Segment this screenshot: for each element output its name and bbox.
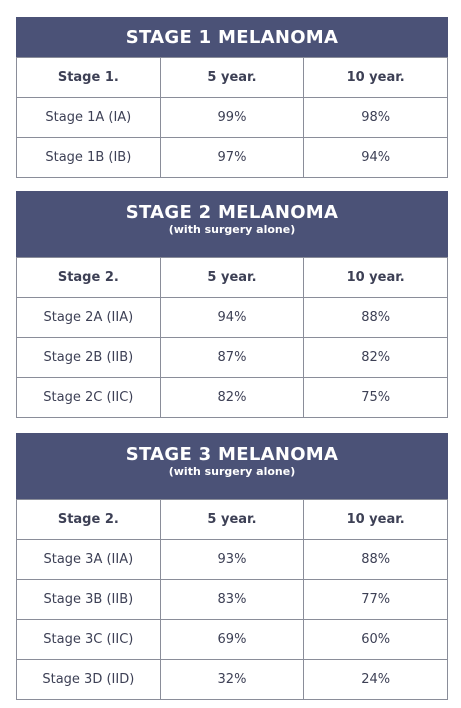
cell: 24% (303, 659, 448, 700)
cell: 88% (303, 297, 448, 338)
header-cell: 5 year. (159, 499, 305, 540)
table-banner: STAGE 3 MELANOMA (with surgery alone) (16, 433, 448, 499)
cell: Stage 2B (IIB) (16, 337, 161, 378)
data-table: Stage 2. 5 year. 10 year. Stage 3A (IIA) 93%… (16, 499, 448, 700)
table-title: STAGE 1 MELANOMA (125, 27, 339, 48)
table-subtitle: (with surgery alone) (168, 223, 296, 236)
header-cell: 5 year. (159, 257, 305, 298)
data-row: Stage 1A (IA) 99% 98% (16, 97, 448, 138)
cell: 75% (303, 377, 448, 418)
data-row: Stage 3B (IIB) 83% 77% (16, 579, 448, 620)
header-row: Stage 2. 5 year. 10 year. (16, 499, 448, 540)
cell: Stage 3C (IIC) (16, 619, 161, 660)
cell: Stage 3B (IIB) (16, 579, 161, 620)
cell: 69% (159, 619, 305, 660)
header-cell: Stage 1. (16, 57, 161, 98)
cell: 88% (303, 539, 448, 580)
cell: 77% (303, 579, 448, 620)
cell: Stage 3A (IIA) (16, 539, 161, 580)
data-row: Stage 2A (IIA) 94% 88% (16, 297, 448, 338)
cell: 99% (159, 97, 305, 138)
cell: 83% (159, 579, 305, 620)
data-table: Stage 1. 5 year. 10 year. Stage 1A (IA) 99% 9… (16, 57, 448, 178)
data-row: Stage 3A (IIA) 93% 88% (16, 539, 448, 580)
cell: Stage 1A (IA) (16, 97, 161, 138)
data-row: Stage 2B (IIB) 87% 82% (16, 337, 448, 378)
cell: 87% (159, 337, 305, 378)
data-row: Stage 3D (IID) 32% 24% (16, 659, 448, 700)
table-title: STAGE 2 MELANOMA (125, 202, 339, 223)
data-table: Stage 2. 5 year. 10 year. Stage 2A (IIA) 94%… (16, 257, 448, 418)
data-row: Stage 3C (IIC) 69% 60% (16, 619, 448, 660)
header-cell: 10 year. (303, 257, 448, 298)
header-cell: 5 year. (159, 57, 305, 98)
cell: Stage 1B (IB) (16, 137, 161, 178)
table-subtitle: (with surgery alone) (168, 465, 296, 478)
cell: 97% (159, 137, 305, 178)
table-block: STAGE 1 MELANOMA Stage 1. 5 year. 10 year. S… (16, 17, 448, 178)
cell: Stage 2A (IIA) (16, 297, 161, 338)
header-cell: Stage 2. (16, 257, 161, 298)
header-cell: 10 year. (303, 499, 448, 540)
header-cell: Stage 2. (16, 499, 161, 540)
cell: Stage 2C (IIC) (16, 377, 161, 418)
cell: 82% (303, 337, 448, 378)
table-banner: STAGE 2 MELANOMA (with surgery alone) (16, 191, 448, 257)
table-banner: STAGE 1 MELANOMA (16, 17, 448, 57)
table-block: STAGE 3 MELANOMA (with surgery alone) Stag… (16, 433, 448, 700)
header-row: Stage 1. 5 year. 10 year. (16, 57, 448, 98)
data-row: Stage 2C (IIC) 82% 75% (16, 377, 448, 418)
cell: 60% (303, 619, 448, 660)
cell: 98% (303, 97, 448, 138)
cell: Stage 3D (IID) (16, 659, 161, 700)
cell: 94% (159, 297, 305, 338)
header-cell: 10 year. (303, 57, 448, 98)
cell: 93% (159, 539, 305, 580)
table-title: STAGE 3 MELANOMA (125, 444, 339, 465)
data-row: Stage 1B (IB) 97% 94% (16, 137, 448, 178)
header-row: Stage 2. 5 year. 10 year. (16, 257, 448, 298)
cell: 94% (303, 137, 448, 178)
cell: 82% (159, 377, 305, 418)
cell: 32% (159, 659, 305, 700)
table-block: STAGE 2 MELANOMA (with surgery alone) Stag… (16, 191, 448, 418)
